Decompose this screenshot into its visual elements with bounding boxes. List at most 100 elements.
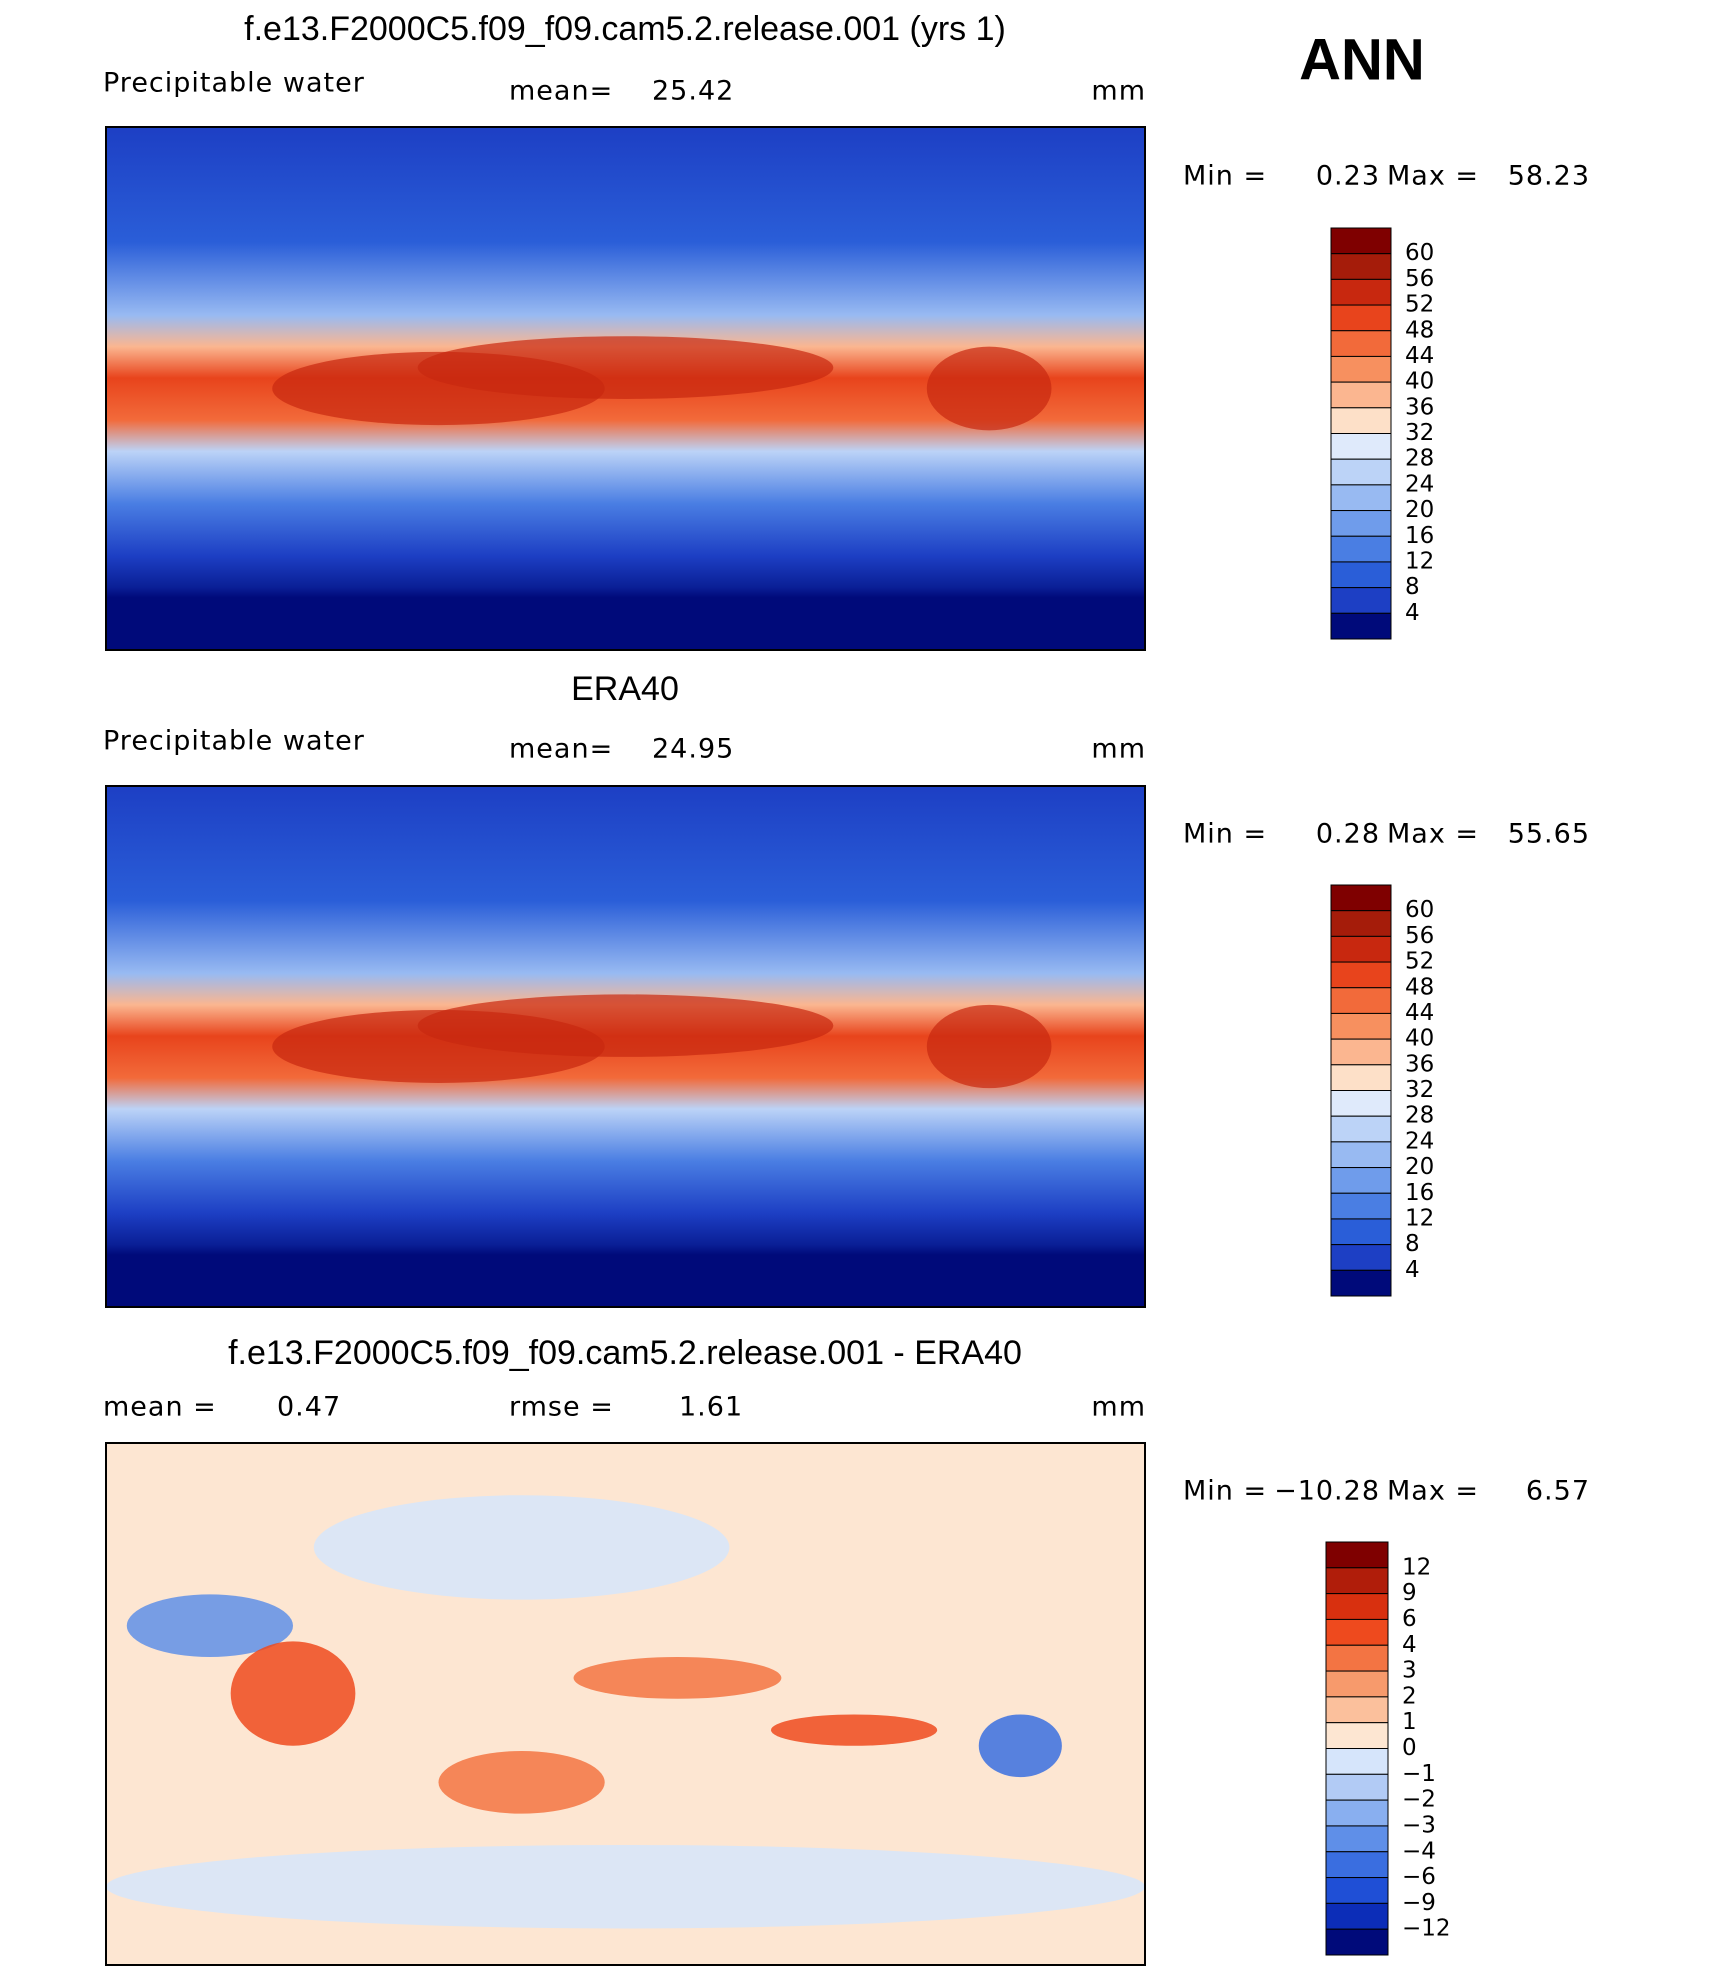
colorbar-label: 32: [1405, 1077, 1434, 1103]
colorbar-label: 16: [1405, 523, 1434, 549]
map-blob: [313, 1495, 730, 1600]
season-title: ANN: [1299, 27, 1425, 92]
colorbar-label: 4: [1402, 1632, 1417, 1658]
map: [105, 126, 1146, 651]
map-blob: [573, 1657, 782, 1699]
colorbar-swatch: [1325, 1748, 1389, 1775]
map-blob: [978, 1714, 1062, 1778]
map-blob: [126, 1594, 294, 1658]
colorbar-swatch: [1325, 1593, 1389, 1620]
colorbar-label: 48: [1405, 317, 1434, 343]
colorbar-label: 3: [1402, 1658, 1417, 1684]
stat-label: rmse =: [509, 1392, 614, 1423]
colorbar-label: 16: [1405, 1180, 1434, 1206]
map: [105, 1442, 1146, 1966]
colorbar-swatch: [1325, 1799, 1389, 1827]
colorbar-swatch: [1325, 1722, 1389, 1749]
colorbar-swatch: [1330, 1269, 1392, 1297]
colorbar-label: −2: [1402, 1787, 1436, 1813]
colorbar-label: 24: [1405, 471, 1434, 497]
colorbar-swatch: [1330, 304, 1392, 332]
colorbar-label: 40: [1405, 369, 1434, 395]
map: [105, 785, 1146, 1308]
colorbar-swatch: [1330, 1012, 1392, 1040]
colorbar-label: −6: [1402, 1864, 1436, 1890]
stat-label: mean=: [509, 76, 613, 107]
colorbar-swatch: [1330, 1244, 1392, 1271]
colorbar-swatch: [1325, 1773, 1389, 1801]
colorbar-swatch: [1330, 510, 1392, 537]
colorbar-swatch: [1330, 355, 1392, 383]
colorbar-label: 12: [1405, 548, 1434, 574]
colorbar-label: 32: [1405, 420, 1434, 446]
colorbar-swatch: [1330, 884, 1392, 912]
colorbar-swatch: [1330, 227, 1392, 255]
colorbar-swatch: [1330, 1218, 1392, 1246]
stat-label: mean =: [103, 1392, 217, 1423]
colorbar-label: 40: [1405, 1026, 1434, 1052]
min-label: Min =: [1183, 819, 1267, 850]
colorbar-swatch: [1330, 561, 1392, 589]
colorbar-label: 44: [1405, 343, 1434, 369]
colorbar-swatch: [1330, 612, 1392, 640]
min-value: −10.28: [1274, 1476, 1380, 1507]
colorbar-swatch: [1325, 1567, 1389, 1595]
colorbar-label: −1: [1402, 1761, 1436, 1787]
max-value: 55.65: [1508, 819, 1590, 850]
stat-label: mean=: [509, 734, 613, 765]
colorbar-label: −12: [1402, 1916, 1451, 1942]
max-label: Max =: [1387, 161, 1479, 192]
map-blob: [417, 336, 834, 399]
colorbar-swatch: [1330, 484, 1392, 512]
colorbar-label: 0: [1402, 1735, 1417, 1761]
colorbar-label: 8: [1405, 574, 1420, 600]
colorbar-swatch: [1330, 458, 1392, 486]
colorbar-label: 28: [1405, 1103, 1434, 1129]
colorbar-swatch: [1330, 381, 1392, 409]
max-label: Max =: [1387, 1476, 1479, 1507]
colorbar-label: 56: [1405, 266, 1434, 292]
colorbar-label: 24: [1405, 1128, 1434, 1154]
colorbar-swatch: [1330, 1064, 1392, 1091]
units-label: mm: [1091, 734, 1146, 765]
colorbar-label: 20: [1405, 497, 1434, 523]
colorbar-label: 60: [1405, 240, 1434, 266]
map-blob: [106, 1844, 1145, 1929]
colorbar-swatch: [1325, 1928, 1389, 1956]
colorbar-swatch: [1330, 1038, 1392, 1066]
panel-title: f.e13.F2000C5.f09_f09.cam5.2.release.001…: [228, 1334, 1022, 1372]
colorbar-label: 1: [1402, 1709, 1417, 1735]
units-label: mm: [1091, 76, 1146, 107]
colorbar-label: −3: [1402, 1812, 1436, 1838]
colorbar-swatch: [1330, 1090, 1392, 1117]
colorbar-label: 52: [1405, 292, 1434, 318]
units-label: mm: [1091, 1392, 1146, 1423]
variable-label: Precipitable water: [103, 726, 365, 757]
max-value: 58.23: [1508, 161, 1590, 192]
colorbar-swatch: [1330, 253, 1392, 280]
panel-title: f.e13.F2000C5.f09_f09.cam5.2.release.001…: [244, 10, 1006, 48]
colorbar-swatch: [1325, 1825, 1389, 1853]
colorbar-label: 12: [1402, 1554, 1431, 1580]
max-value: 6.57: [1526, 1476, 1590, 1507]
colorbar-swatch: [1330, 935, 1392, 963]
colorbar-swatch: [1325, 1618, 1389, 1646]
variable-label: Precipitable water: [103, 68, 365, 99]
colorbar-label: 4: [1405, 600, 1420, 626]
colorbar-swatch: [1330, 535, 1392, 563]
colorbar-label: 44: [1405, 1000, 1434, 1026]
colorbar-swatch: [1330, 407, 1392, 434]
colorbar-label: 2: [1402, 1683, 1417, 1709]
colorbar-swatch: [1325, 1541, 1389, 1569]
map-blob: [230, 1641, 356, 1746]
colorbar-label: 9: [1402, 1580, 1417, 1606]
min-label: Min =: [1183, 1476, 1267, 1507]
map-blob: [926, 346, 1052, 431]
colorbar-swatch: [1325, 1696, 1389, 1724]
colorbar-swatch: [1330, 910, 1392, 937]
colorbar-swatch: [1325, 1670, 1389, 1698]
colorbar-label: 20: [1405, 1154, 1434, 1180]
colorbar-swatch: [1330, 433, 1392, 460]
colorbar-label: 52: [1405, 949, 1434, 975]
